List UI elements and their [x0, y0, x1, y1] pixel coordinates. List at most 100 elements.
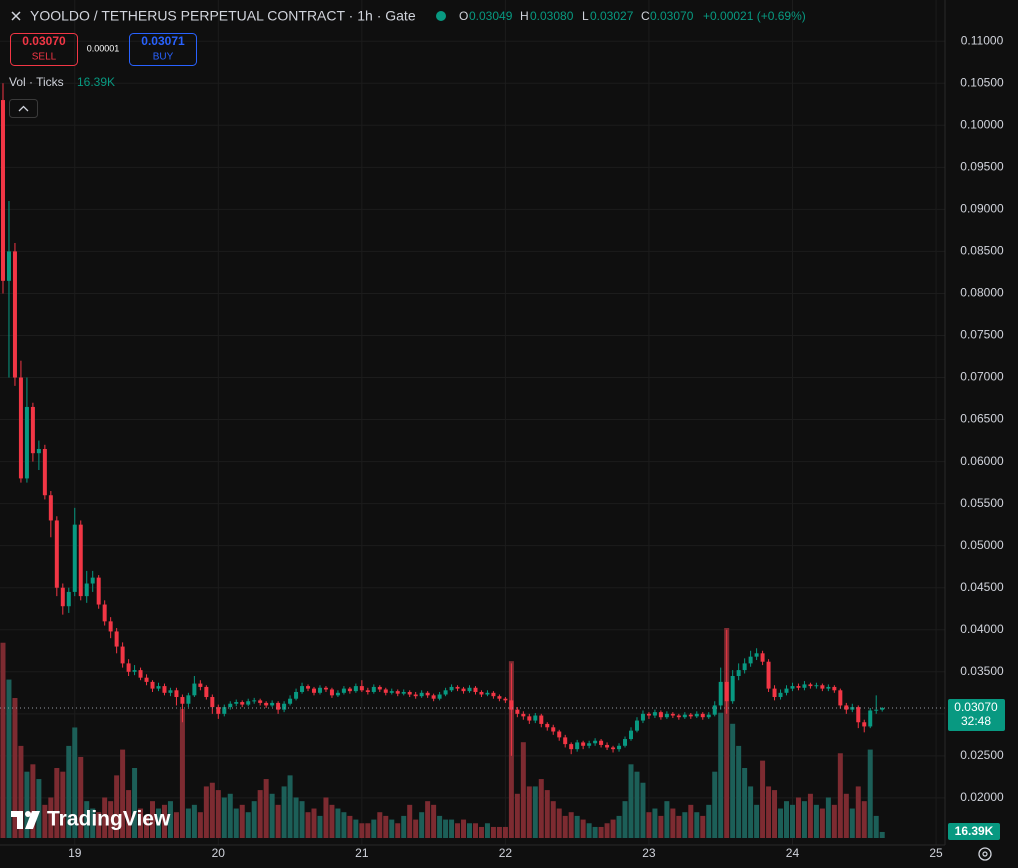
volume-bar: [478, 826, 484, 838]
symbol-title: YOOLDO / TETHERUS PERPETUAL CONTRACT · 1…: [30, 8, 416, 24]
candle-body: [676, 715, 681, 718]
candle-body: [347, 688, 352, 692]
candle-body: [874, 709, 879, 711]
volume-bar: [628, 764, 634, 838]
x-tick-label: 25: [929, 846, 943, 860]
candle-body: [359, 686, 364, 691]
chevron[interactable]: [18, 105, 29, 112]
buy-price[interactable]: 0.03071: [141, 34, 185, 48]
volume-bar: [694, 812, 700, 838]
volume-bar: [461, 819, 467, 838]
y-tick-label: 0.09000: [960, 202, 1004, 216]
y-tick-label: 0.05000: [960, 538, 1004, 552]
volume-bar: [239, 804, 245, 838]
buy-box[interactable]: [129, 33, 197, 66]
candle-body: [664, 713, 669, 718]
volume-tag: 16.39K: [948, 823, 1000, 840]
volume-bar: [813, 804, 819, 838]
volume-bar: [843, 793, 849, 838]
candle-body: [365, 690, 370, 692]
ohlc-value: 0.03027: [590, 9, 634, 23]
candle-body: [736, 670, 741, 676]
volume-bar: [664, 801, 670, 838]
brand-name: TradingView: [47, 808, 171, 831]
ohlc-value: 0.03070: [650, 9, 694, 23]
collapse-button[interactable]: [9, 99, 38, 118]
candle-body: [461, 688, 466, 692]
volume-bar: [484, 823, 490, 838]
settings-button[interactable]: [978, 847, 992, 861]
y-tick-label: 0.06500: [960, 412, 1004, 426]
y-tick-label: 0.06000: [960, 454, 1004, 468]
volume-bar: [712, 771, 718, 838]
candle-body: [658, 712, 663, 718]
indicator-value: 16.39K: [77, 75, 115, 89]
candle-body: [186, 695, 191, 704]
volume-bar: [347, 815, 353, 838]
candle-body: [36, 448, 41, 454]
sell-label[interactable]: SELL: [32, 52, 57, 63]
volume-bar: [275, 804, 281, 838]
candle-body: [102, 604, 107, 622]
candle-body: [72, 524, 77, 592]
y-tick-label: 0.05500: [960, 496, 1004, 510]
countdown: 32:48: [961, 714, 991, 728]
volume-bar: [6, 679, 12, 838]
candle-body: [12, 251, 17, 378]
candle-body: [605, 744, 610, 748]
candle-body: [264, 702, 269, 706]
candle-body: [473, 687, 478, 692]
volume-bar: [443, 819, 449, 838]
volume-bar: [167, 801, 173, 838]
volume-bar: [760, 760, 766, 838]
volume-bar: [562, 815, 568, 838]
spread: 0.00001: [87, 43, 120, 53]
volume-bar: [425, 801, 431, 838]
candle-body: [617, 745, 622, 750]
volume-bar: [108, 801, 114, 838]
collapse-box[interactable]: [9, 99, 38, 118]
volume-bar: [586, 823, 592, 838]
buy-label[interactable]: BUY: [153, 52, 174, 63]
candle-body: [563, 737, 568, 745]
volume-bar: [676, 815, 682, 838]
grid: [0, 0, 945, 845]
volume-bar: [132, 768, 138, 838]
sell-box[interactable]: [10, 33, 78, 66]
volume-bar: [84, 801, 90, 838]
candle-body: [294, 691, 299, 699]
candle-body: [395, 691, 400, 694]
volume-bar: [281, 786, 287, 838]
volume-bar: [778, 808, 784, 838]
ohlc-label: L: [582, 9, 589, 23]
candle-body: [150, 681, 155, 689]
y-tick-label: 0.04500: [960, 580, 1004, 594]
volume-bar: [807, 793, 813, 838]
volume-bar: [748, 786, 754, 838]
candle-body: [611, 747, 616, 750]
volume-bar: [873, 815, 879, 838]
volume-bar: [496, 826, 502, 838]
volume-bar: [437, 815, 443, 838]
sell-price[interactable]: 0.03070: [22, 34, 66, 48]
sell-button[interactable]: 0.03070 SELL: [10, 33, 78, 66]
volume-bar: [221, 797, 227, 838]
y-tick-label: 0.07500: [960, 328, 1004, 342]
volume-bar: [323, 797, 329, 838]
candle-body: [198, 683, 203, 687]
candle-body: [276, 702, 281, 710]
candle-body: [174, 690, 179, 698]
candle-body: [431, 695, 436, 699]
candle-body: [84, 583, 89, 597]
buy-button[interactable]: 0.03071 BUY: [129, 33, 197, 66]
candle-body: [497, 696, 502, 699]
candle-body: [288, 698, 293, 704]
symbol-icon: [11, 11, 21, 21]
volume-bar: [353, 819, 359, 838]
candle-body: [778, 692, 783, 698]
volume-bar: [42, 804, 48, 838]
volume-bar: [795, 797, 801, 838]
volume-bar: [616, 815, 622, 838]
candle-body: [652, 712, 657, 716]
volume-bar: [658, 815, 664, 838]
